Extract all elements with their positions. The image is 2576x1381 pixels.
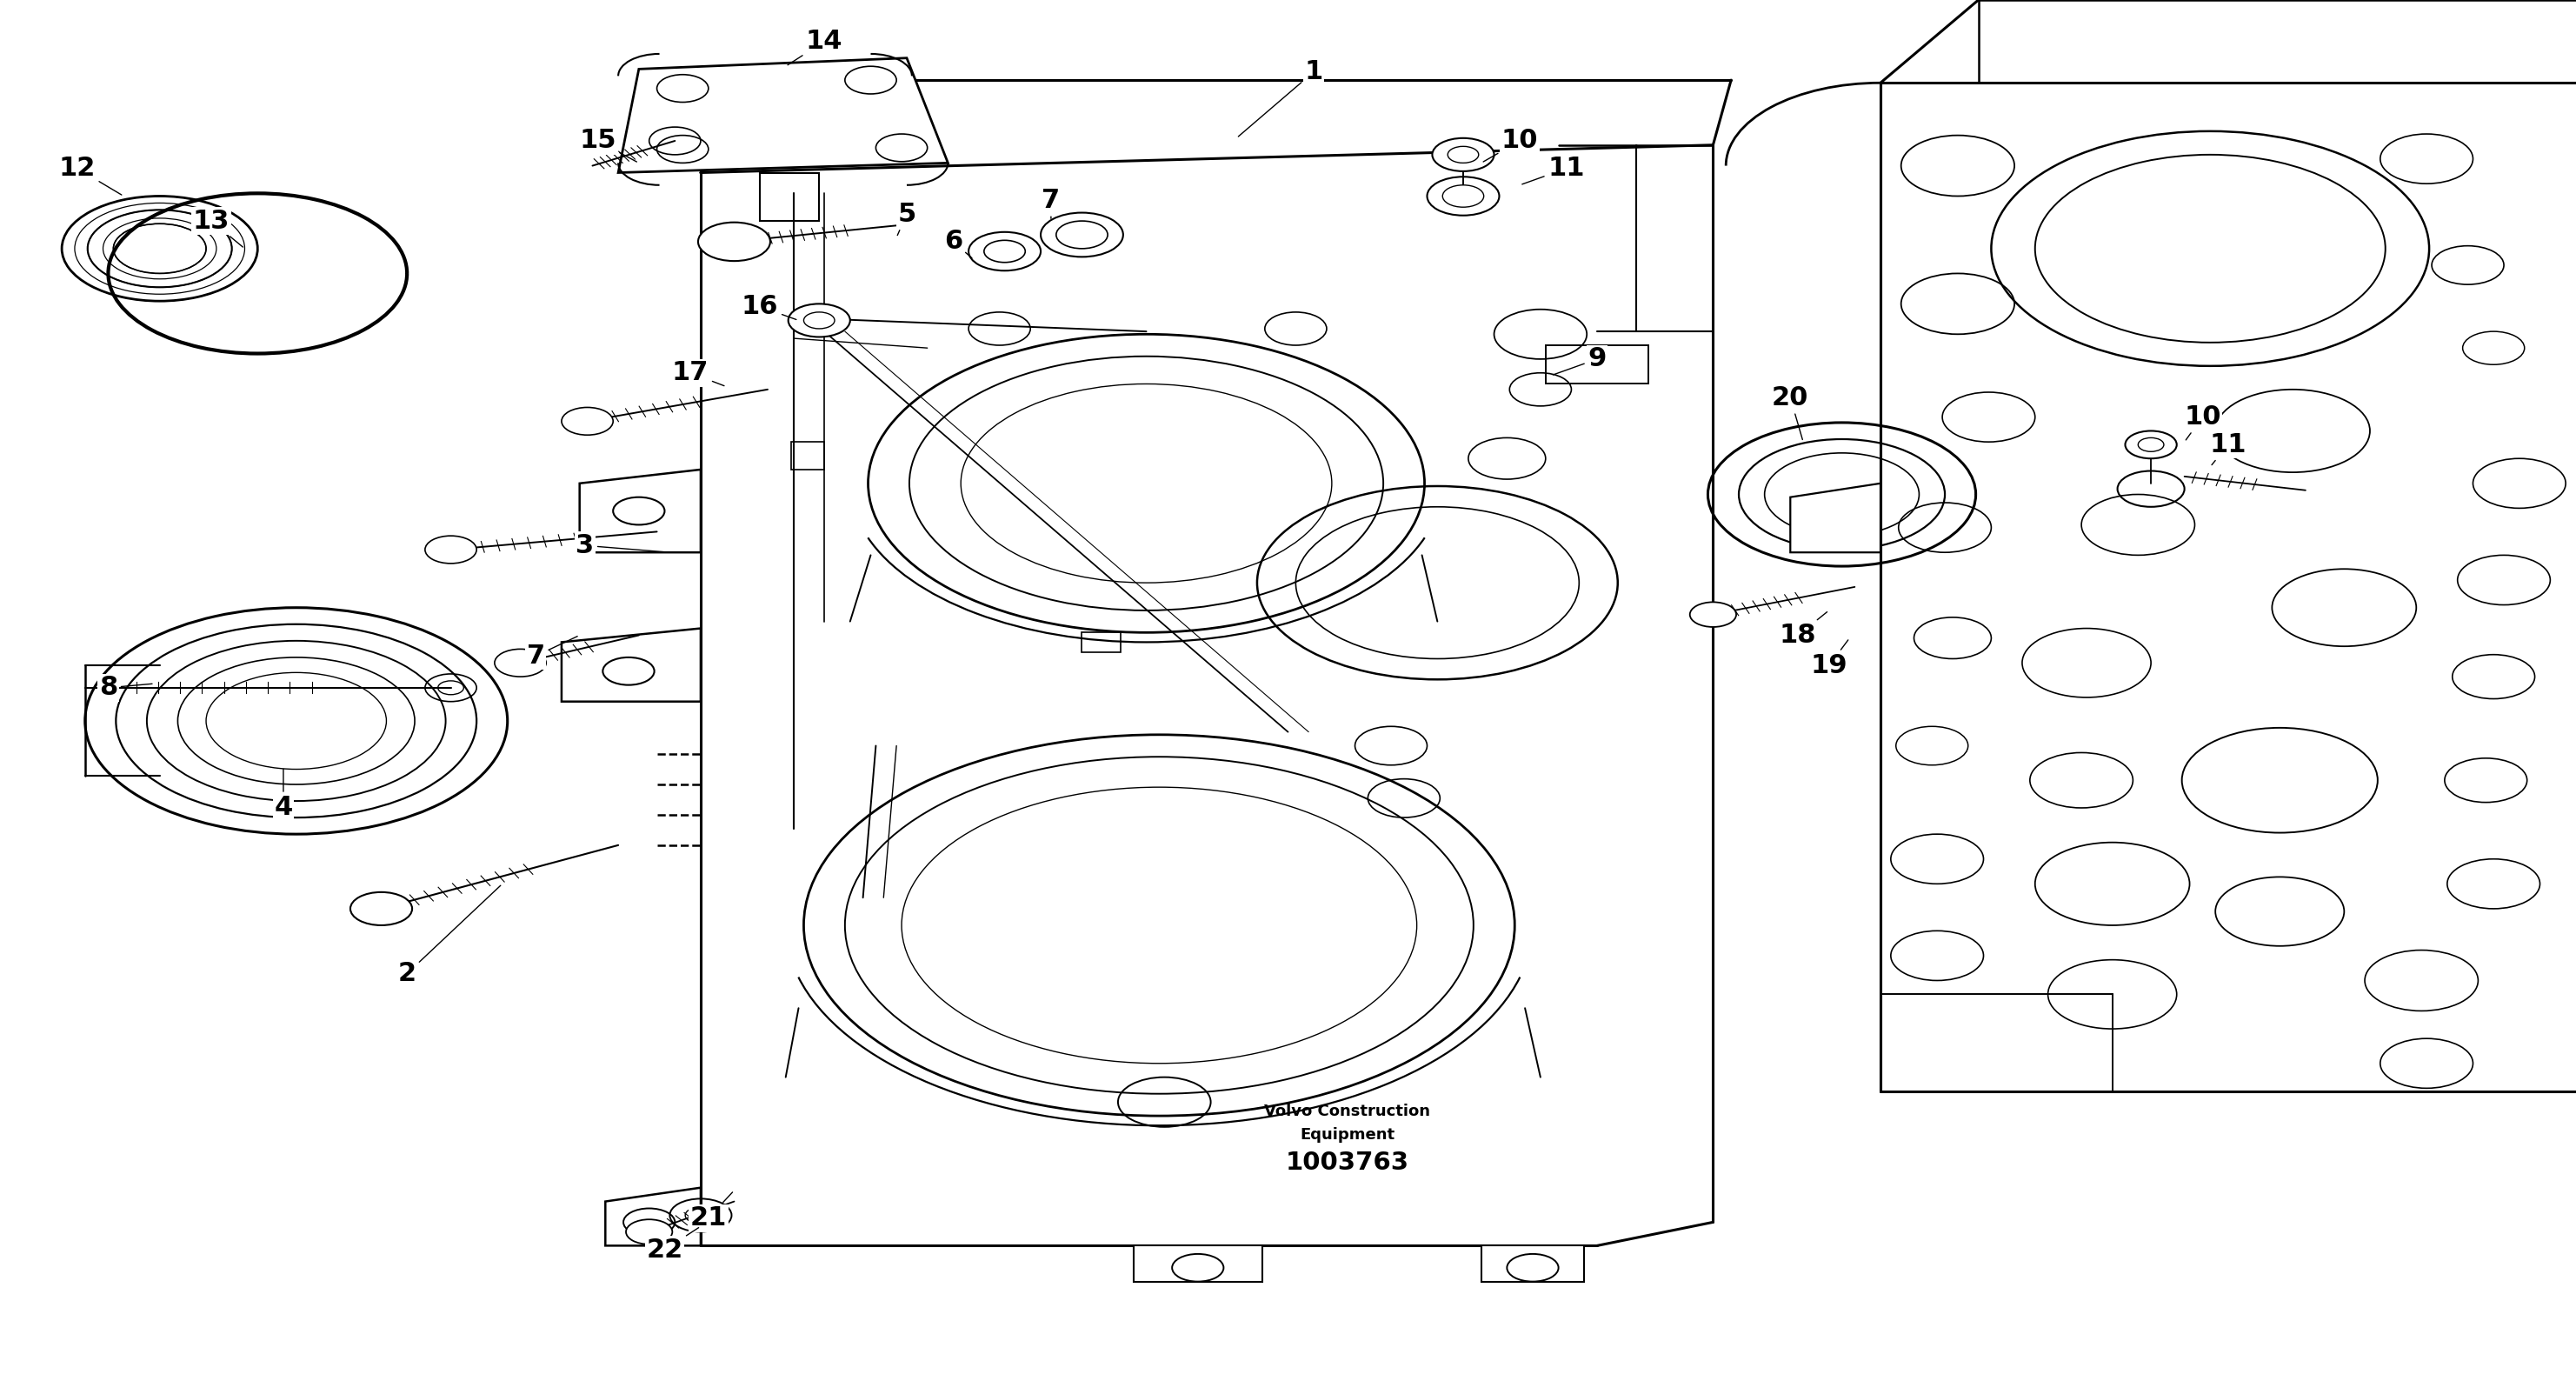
Circle shape	[1041, 213, 1123, 257]
Circle shape	[984, 240, 1025, 262]
Polygon shape	[580, 470, 701, 552]
Text: 11: 11	[2210, 432, 2246, 465]
Text: 21: 21	[690, 1192, 732, 1230]
Text: 10: 10	[1484, 128, 1538, 162]
Text: 7: 7	[526, 637, 577, 668]
Text: 4: 4	[273, 769, 294, 820]
Text: 18: 18	[1780, 612, 1826, 648]
Text: 7: 7	[1041, 188, 1061, 218]
Text: 8: 8	[98, 675, 152, 700]
Text: 1003763: 1003763	[1285, 1150, 1409, 1175]
Circle shape	[425, 536, 477, 563]
Text: 17: 17	[672, 360, 724, 385]
Text: 3: 3	[574, 533, 667, 558]
Circle shape	[698, 222, 770, 261]
Circle shape	[350, 892, 412, 925]
Circle shape	[788, 304, 850, 337]
Text: 14: 14	[788, 29, 842, 65]
Circle shape	[1443, 185, 1484, 207]
Text: 5: 5	[896, 202, 917, 235]
Text: 10: 10	[2184, 405, 2221, 441]
Text: 20: 20	[1772, 385, 1808, 439]
Circle shape	[1690, 602, 1736, 627]
Circle shape	[2125, 431, 2177, 458]
Text: 13: 13	[193, 209, 242, 247]
Text: Equipment: Equipment	[1301, 1127, 1394, 1143]
Polygon shape	[1481, 1246, 1584, 1282]
Circle shape	[495, 649, 546, 677]
Circle shape	[562, 407, 613, 435]
Polygon shape	[1546, 345, 1649, 384]
Polygon shape	[562, 628, 701, 702]
Text: 6: 6	[943, 229, 971, 258]
Text: 11: 11	[1522, 156, 1584, 184]
Polygon shape	[760, 173, 819, 221]
Text: 22: 22	[647, 1228, 698, 1262]
Polygon shape	[605, 1188, 701, 1246]
Polygon shape	[1790, 483, 1880, 552]
Circle shape	[969, 232, 1041, 271]
Text: 19: 19	[1811, 639, 1847, 678]
Text: 1: 1	[1239, 59, 1324, 137]
Circle shape	[1432, 138, 1494, 171]
Polygon shape	[1133, 1246, 1262, 1282]
Text: 15: 15	[580, 128, 636, 162]
Text: Volvo Construction: Volvo Construction	[1265, 1103, 1430, 1120]
Polygon shape	[618, 58, 948, 173]
Text: 16: 16	[742, 294, 796, 319]
Text: 9: 9	[1553, 347, 1607, 374]
Circle shape	[626, 1219, 672, 1244]
Text: 2: 2	[397, 885, 500, 986]
Text: 12: 12	[59, 156, 121, 195]
